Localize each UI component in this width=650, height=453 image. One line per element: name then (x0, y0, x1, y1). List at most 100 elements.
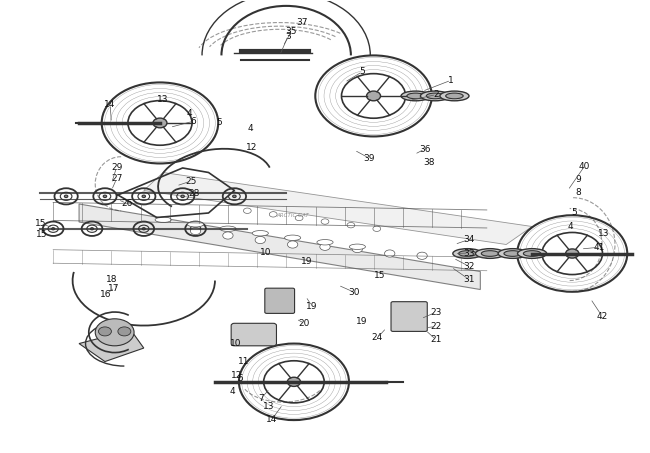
Text: 29: 29 (111, 163, 122, 172)
Text: 24: 24 (372, 333, 383, 342)
Circle shape (194, 228, 197, 230)
Circle shape (367, 91, 380, 101)
Text: 4: 4 (248, 124, 254, 133)
Text: 40: 40 (579, 162, 590, 171)
Ellipse shape (285, 235, 301, 241)
Text: 31: 31 (463, 275, 474, 284)
Ellipse shape (523, 251, 541, 256)
Ellipse shape (481, 251, 499, 256)
FancyBboxPatch shape (231, 323, 276, 346)
Text: 34: 34 (463, 235, 474, 244)
Circle shape (287, 241, 298, 248)
Ellipse shape (252, 231, 268, 236)
Circle shape (51, 228, 55, 230)
Text: 36: 36 (419, 145, 430, 154)
Text: 15: 15 (34, 219, 46, 228)
Ellipse shape (498, 249, 527, 258)
Text: 22: 22 (431, 322, 442, 331)
Text: 4: 4 (567, 222, 573, 231)
Circle shape (233, 195, 236, 198)
Circle shape (566, 249, 579, 258)
FancyBboxPatch shape (265, 288, 294, 313)
Text: 35: 35 (285, 27, 297, 36)
Polygon shape (79, 330, 144, 361)
Text: 13: 13 (157, 95, 169, 104)
Text: 4: 4 (229, 387, 235, 396)
Ellipse shape (155, 217, 172, 222)
Text: 32: 32 (463, 262, 474, 270)
Ellipse shape (421, 91, 450, 101)
Ellipse shape (517, 249, 547, 258)
Circle shape (255, 236, 265, 244)
Text: 5: 5 (237, 374, 243, 383)
FancyBboxPatch shape (391, 302, 427, 332)
Text: 20: 20 (298, 319, 310, 328)
Ellipse shape (401, 91, 430, 101)
Circle shape (373, 226, 381, 231)
Text: 12: 12 (231, 371, 242, 381)
Circle shape (142, 228, 146, 230)
Text: 16: 16 (100, 290, 111, 299)
Text: 13: 13 (263, 402, 274, 411)
Text: 9: 9 (575, 175, 581, 184)
Circle shape (244, 208, 251, 213)
Text: 14: 14 (105, 100, 116, 109)
Text: 17: 17 (108, 284, 119, 293)
Text: 2: 2 (434, 90, 439, 99)
Ellipse shape (459, 251, 476, 256)
Text: 5: 5 (359, 67, 365, 76)
Text: 19: 19 (306, 302, 318, 311)
Text: 10: 10 (230, 339, 241, 348)
Text: 27: 27 (111, 174, 122, 183)
Ellipse shape (446, 93, 463, 99)
Circle shape (417, 252, 427, 260)
Circle shape (181, 195, 185, 198)
Circle shape (269, 212, 277, 217)
Text: 19: 19 (301, 257, 313, 266)
Text: 37: 37 (296, 18, 307, 27)
Ellipse shape (504, 251, 521, 256)
Circle shape (96, 319, 134, 346)
Text: 38: 38 (422, 158, 434, 167)
Text: 26: 26 (122, 199, 133, 208)
Text: 1: 1 (448, 76, 454, 85)
Text: 14: 14 (266, 414, 278, 424)
Polygon shape (79, 204, 480, 289)
Circle shape (223, 232, 233, 239)
Circle shape (64, 195, 68, 198)
Text: 13: 13 (598, 229, 610, 238)
Text: 28: 28 (188, 189, 200, 198)
Text: 10: 10 (260, 248, 271, 257)
Text: 18: 18 (107, 275, 118, 284)
Text: 4: 4 (187, 109, 192, 118)
Ellipse shape (426, 93, 444, 99)
Text: 39: 39 (363, 154, 375, 163)
Circle shape (385, 250, 395, 257)
Ellipse shape (407, 93, 424, 99)
Text: 6: 6 (190, 117, 196, 125)
Circle shape (118, 327, 131, 336)
Text: 7: 7 (258, 394, 264, 403)
Text: 15: 15 (36, 230, 48, 239)
Circle shape (98, 327, 111, 336)
Circle shape (321, 219, 329, 224)
Ellipse shape (453, 249, 482, 258)
Text: 42: 42 (597, 312, 608, 321)
Text: 5: 5 (216, 118, 222, 127)
Ellipse shape (476, 249, 504, 258)
Circle shape (287, 377, 300, 386)
Text: ARCTIC CAT: ARCTIC CAT (276, 213, 309, 218)
Text: 12: 12 (246, 143, 257, 152)
Circle shape (320, 243, 330, 251)
Text: 15: 15 (374, 270, 385, 280)
Ellipse shape (317, 240, 333, 245)
Circle shape (295, 215, 303, 221)
Text: 5: 5 (571, 208, 577, 217)
Text: 3: 3 (285, 32, 291, 41)
Text: 21: 21 (431, 336, 442, 344)
Text: 41: 41 (593, 243, 605, 252)
Text: 30: 30 (348, 288, 360, 297)
Circle shape (190, 227, 201, 235)
Circle shape (103, 195, 107, 198)
Ellipse shape (220, 226, 236, 231)
